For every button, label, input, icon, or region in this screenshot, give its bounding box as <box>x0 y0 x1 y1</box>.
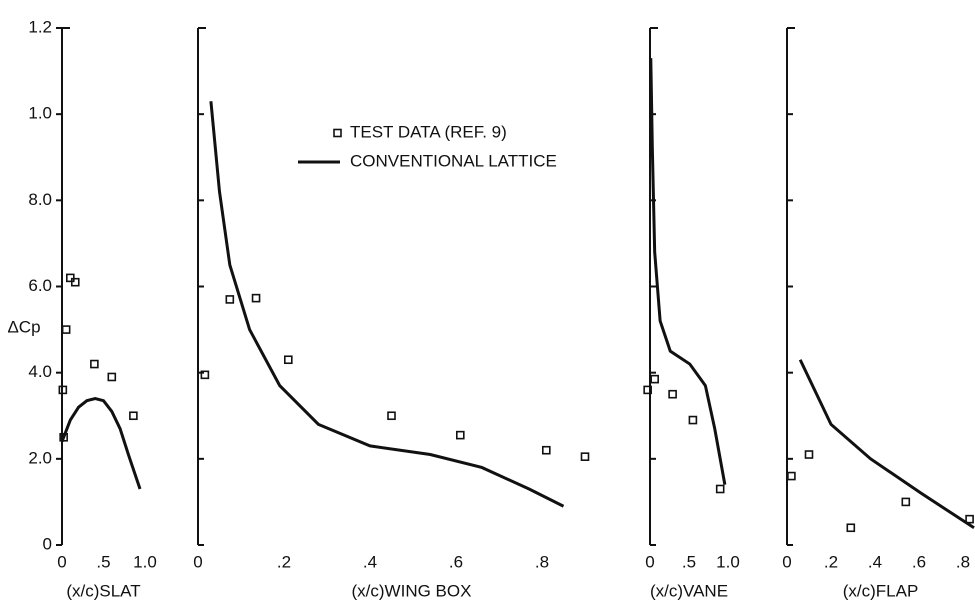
y-axis-label: ΔCp <box>7 317 40 336</box>
x-tick-label: 1.0 <box>716 552 740 571</box>
data-point <box>251 293 261 303</box>
data-point <box>61 325 71 334</box>
legend-label: CONVENTIONAL LATTICE <box>350 151 557 170</box>
data-point <box>541 445 551 455</box>
data-point <box>225 295 235 304</box>
data-point <box>66 273 75 283</box>
x-tick-label: .5 <box>682 552 696 571</box>
curve <box>60 396 142 490</box>
data-point <box>901 497 911 507</box>
y-tick-label: 0 <box>43 534 52 553</box>
data-point <box>643 385 652 395</box>
data-point <box>129 411 138 421</box>
curve <box>649 58 727 485</box>
data-point <box>650 374 659 384</box>
x-tick-label: .6 <box>449 552 463 571</box>
data-point <box>580 452 590 461</box>
y-tick-label: 1.2 <box>28 17 52 36</box>
legend-label: TEST DATA (REF. 9) <box>350 122 507 141</box>
x-tick-label: 0 <box>782 552 791 571</box>
data-point <box>107 372 117 382</box>
x-tick-label: .2 <box>824 552 838 571</box>
curve <box>209 101 565 508</box>
y-tick-label: 4.0 <box>28 362 52 381</box>
x-tick-label: .8 <box>956 552 970 571</box>
data-point <box>965 514 974 524</box>
x-tick-label: .4 <box>868 552 882 571</box>
y-tick-label: 6.0 <box>28 276 52 295</box>
x-tick-label: 1.0 <box>133 552 157 571</box>
y-tick-label: 1.0 <box>28 104 52 123</box>
data-point <box>455 430 465 440</box>
data-point <box>688 415 698 425</box>
legend-marker <box>333 128 342 138</box>
x-axis-label: (x/c)VANE <box>650 581 728 600</box>
data-point <box>804 450 814 459</box>
x-axis-label: (x/c)SLAT <box>66 581 140 600</box>
y-tick-label: 2.0 <box>28 448 52 467</box>
x-tick-label: 0 <box>645 552 654 571</box>
x-tick-label: .8 <box>535 552 549 571</box>
x-tick-label: .2 <box>277 552 291 571</box>
data-point <box>668 389 677 399</box>
x-tick-label: 0 <box>193 552 202 571</box>
data-point <box>200 370 210 380</box>
x-axis-label: (x/c)FLAP <box>843 581 919 600</box>
data-point <box>90 359 99 369</box>
x-tick-label: .4 <box>363 552 377 571</box>
data-point <box>715 484 725 494</box>
data-point <box>58 385 68 395</box>
x-tick-label: .6 <box>912 552 926 571</box>
x-tick-label: 0 <box>57 552 66 571</box>
data-point <box>846 523 856 533</box>
x-tick-label: .5 <box>96 552 110 571</box>
data-point <box>387 411 396 421</box>
data-point <box>283 355 293 365</box>
y-tick-label: 8.0 <box>28 190 52 209</box>
curve <box>798 359 975 530</box>
data-point <box>70 277 80 287</box>
x-axis-label: (x/c)WING BOX <box>352 581 472 600</box>
data-point <box>787 471 796 481</box>
